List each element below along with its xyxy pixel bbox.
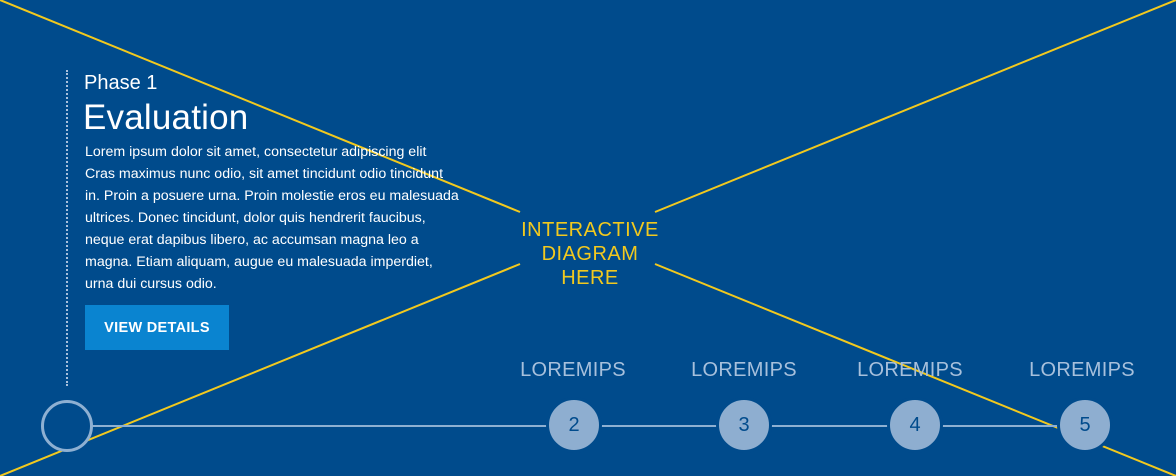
timeline-step-4[interactable]: 4 <box>887 397 943 453</box>
cross-line-top-right <box>654 0 1176 213</box>
timeline-step-2[interactable]: 2 <box>546 397 602 453</box>
timeline-step-title: LOREMIPS <box>857 359 963 381</box>
timeline-step-current[interactable] <box>41 400 93 452</box>
phase-title: Evaluation <box>83 98 249 137</box>
diagram-placeholder-line-1: INTERACTIVE <box>521 219 659 241</box>
view-details-button[interactable]: VIEW DETAILS <box>85 305 229 350</box>
phase-description: Lorem ipsum dolor sit amet, consectetur … <box>85 144 459 292</box>
diagram-placeholder-line-2: DIAGRAM <box>541 243 639 265</box>
timeline-step-title: LOREMIPS <box>520 359 626 381</box>
phase-label: Phase 1 <box>84 72 158 94</box>
diagram-placeholder-label: INTERACTIVE DIAGRAM HERE <box>500 218 680 290</box>
timeline-step-5[interactable]: 5 <box>1057 397 1113 453</box>
diagram-placeholder-line-3: HERE <box>561 267 619 289</box>
timeline-step-title: LOREMIPS <box>691 359 797 381</box>
timeline-step-title: LOREMIPS <box>1029 359 1135 381</box>
cross-line-top-left <box>0 0 521 213</box>
timeline-step-3[interactable]: 3 <box>716 397 772 453</box>
phase-dotted-rail <box>66 70 68 386</box>
